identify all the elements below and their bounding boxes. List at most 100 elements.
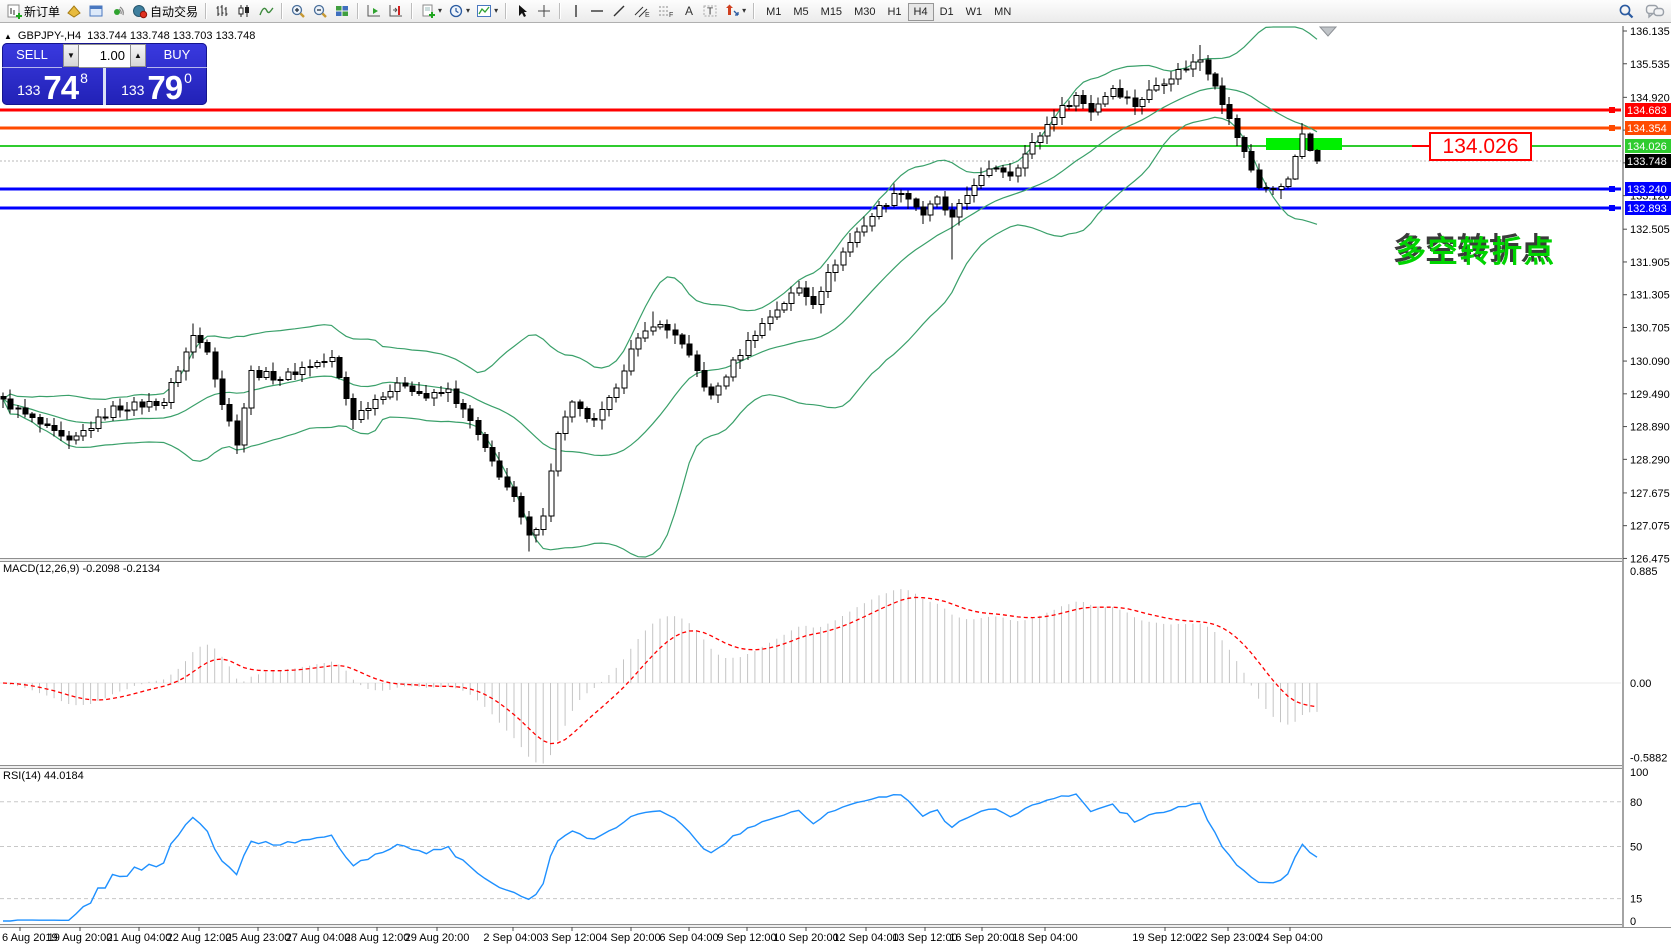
chat-button[interactable] xyxy=(1643,2,1667,21)
svg-text:4 Sep 20:00: 4 Sep 20:00 xyxy=(601,932,660,944)
svg-text:19 Sep 12:00: 19 Sep 12:00 xyxy=(1132,932,1197,944)
sell-price-sup: 8 xyxy=(80,70,88,86)
auto-trading-icon xyxy=(133,5,148,19)
toolbar-separator xyxy=(753,3,756,19)
svg-text:19 Aug 20:00: 19 Aug 20:00 xyxy=(48,932,113,944)
fibonacci-icon: F xyxy=(659,6,673,19)
arrows-icon xyxy=(726,4,739,16)
collapse-arrow-icon[interactable]: ▲ xyxy=(4,31,12,41)
bar-chart-mode-button[interactable] xyxy=(212,2,232,21)
period-button[interactable]: ▾ xyxy=(446,2,472,21)
signal-button[interactable] xyxy=(108,2,128,21)
svg-text:E: E xyxy=(645,12,650,19)
turning-point-note[interactable]: 多空转折点 xyxy=(1396,236,1556,269)
timeframe-MN[interactable]: MN xyxy=(994,6,1012,18)
terminal-window-button[interactable] xyxy=(86,2,106,21)
buy-price[interactable]: 133 79 0 xyxy=(103,68,207,105)
horizontal-line-tool-button[interactable] xyxy=(587,2,607,21)
timeframe-M1[interactable]: M1 xyxy=(766,6,782,18)
equidistant-channel-icon: E xyxy=(634,6,650,19)
svg-text:28 Aug 12:00: 28 Aug 12:00 xyxy=(345,932,410,944)
toolbar-separator xyxy=(205,3,208,19)
candlestick-icon xyxy=(238,5,250,17)
zoom-out-button[interactable] xyxy=(310,2,330,21)
crosshair-icon xyxy=(538,5,551,17)
sell-price-small: 133 xyxy=(17,82,41,98)
channel-tool-button[interactable]: E xyxy=(631,2,653,21)
shift-marker-icon[interactable] xyxy=(1318,26,1338,37)
timeframe-W1[interactable]: W1 xyxy=(965,6,983,18)
sell-button[interactable]: SELL xyxy=(2,43,62,68)
auto-scroll-button[interactable] xyxy=(364,2,384,21)
trendline-tool-button[interactable] xyxy=(609,2,629,21)
price-badge xyxy=(1625,103,1671,117)
svg-text:50: 50 xyxy=(1630,842,1642,854)
cursor-icon xyxy=(519,5,528,17)
tile-windows-button[interactable] xyxy=(332,2,352,21)
svg-text:2 Sep 04:00: 2 Sep 04:00 xyxy=(483,932,542,944)
hline-handle[interactable] xyxy=(1609,205,1615,211)
svg-text:134.026: 134.026 xyxy=(1627,141,1667,153)
volume-stepper: ▼ 1.00 ▲ xyxy=(63,44,146,68)
volume-increase-button[interactable]: ▲ xyxy=(130,44,146,67)
new-order-button[interactable]: 新订单 xyxy=(4,2,62,21)
hline-handle[interactable] xyxy=(1609,125,1615,131)
crosshair-tool-button[interactable] xyxy=(534,2,554,21)
cursor-tool-button[interactable] xyxy=(512,2,532,21)
templates-icon xyxy=(422,4,436,18)
period-dropdown-arrow: ▾ xyxy=(466,6,471,15)
svg-text:133.748: 133.748 xyxy=(1627,156,1667,168)
sell-price[interactable]: 133 74 8 xyxy=(2,68,103,105)
hline-handle[interactable] xyxy=(1609,186,1615,192)
svg-text:131.305: 131.305 xyxy=(1630,290,1670,302)
text-label-tool-button[interactable]: T xyxy=(700,2,720,21)
candlestick-mode-button[interactable] xyxy=(234,2,254,21)
timeframe-H1[interactable]: H1 xyxy=(887,6,902,18)
svg-text:133.240: 133.240 xyxy=(1627,184,1667,196)
svg-text:134.920: 134.920 xyxy=(1630,92,1670,104)
clock-icon xyxy=(449,4,463,18)
timeframe-M5[interactable]: M5 xyxy=(793,6,809,18)
timeframe-H4[interactable]: H4 xyxy=(907,3,934,21)
svg-text:127.675: 127.675 xyxy=(1630,488,1670,500)
price-axis[interactable]: 136.135135.535134.920134.320133.720133.1… xyxy=(1622,23,1671,928)
svg-text:80: 80 xyxy=(1630,797,1642,809)
svg-text:F: F xyxy=(669,12,673,19)
indicators-button[interactable]: ▾ xyxy=(474,2,500,21)
signal-icon xyxy=(114,6,124,16)
svg-text:16 Sep 20:00: 16 Sep 20:00 xyxy=(949,932,1014,944)
arrows-tool-button[interactable]: ▾ xyxy=(722,2,748,21)
volume-decrease-button[interactable]: ▼ xyxy=(63,44,79,67)
svg-text:25 Aug 23:00: 25 Aug 23:00 xyxy=(226,932,291,944)
price-note-box[interactable]: 134.026 xyxy=(1429,132,1532,161)
chart-shift-button[interactable] xyxy=(386,2,406,21)
auto-scroll-icon xyxy=(367,5,381,17)
chart-shift-icon xyxy=(389,5,403,17)
market-watch-button[interactable] xyxy=(64,2,84,21)
new-order-icon xyxy=(7,4,22,19)
templates-button[interactable]: ▾ xyxy=(418,2,444,21)
search-button[interactable] xyxy=(1616,2,1637,21)
rsi-value: 44.0184 xyxy=(43,770,84,782)
svg-text:130.705: 130.705 xyxy=(1630,322,1670,334)
tile-windows-icon xyxy=(336,6,349,16)
chart-background xyxy=(0,23,1671,946)
text-tool-button[interactable]: A xyxy=(679,2,698,21)
auto-trading-button[interactable]: 自动交易 xyxy=(130,2,200,21)
horizontal-lines[interactable] xyxy=(0,107,1621,211)
timeframe-D1[interactable]: D1 xyxy=(939,6,954,18)
svg-text:T: T xyxy=(707,7,713,18)
vertical-line-tool-button[interactable] xyxy=(566,2,585,21)
volume-input[interactable]: 1.00 xyxy=(79,44,130,68)
zoom-in-button[interactable] xyxy=(288,2,308,21)
timeframe-M15[interactable]: M15 xyxy=(820,6,843,18)
svg-text:29 Aug 20:00: 29 Aug 20:00 xyxy=(405,932,470,944)
svg-text:128.890: 128.890 xyxy=(1630,422,1670,434)
buy-button[interactable]: BUY xyxy=(147,43,207,68)
timeframe-M30[interactable]: M30 xyxy=(854,6,876,18)
line-chart-mode-button[interactable] xyxy=(256,2,276,21)
hline-handle[interactable] xyxy=(1609,107,1615,113)
fibonacci-tool-button[interactable]: F xyxy=(655,2,677,21)
